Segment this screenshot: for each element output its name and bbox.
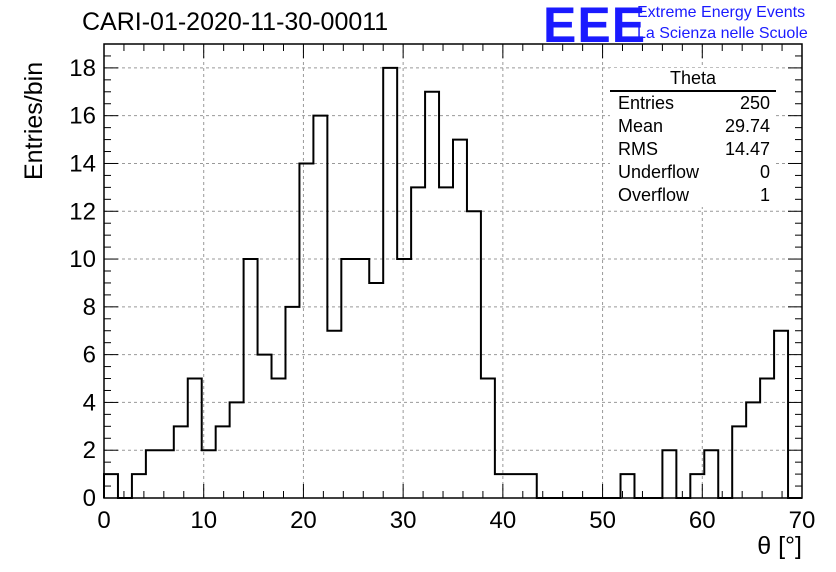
y-tick-label: 10 xyxy=(69,246,96,273)
histogram-bin xyxy=(509,474,523,498)
histogram-bin xyxy=(704,450,718,498)
x-tick-label: 40 xyxy=(490,507,517,534)
histogram-bin xyxy=(160,450,174,498)
histogram-bin xyxy=(299,163,313,498)
eee-logo: EEE xyxy=(543,0,647,53)
stats-value: 250 xyxy=(739,93,770,113)
histogram-bin xyxy=(746,402,760,498)
histogram-bin xyxy=(411,187,425,498)
stats-label: Mean xyxy=(618,116,664,136)
histogram-bin xyxy=(760,379,774,498)
y-tick-label: 14 xyxy=(69,150,96,177)
logo-subtitle-1: Extreme Energy Events xyxy=(637,4,806,21)
histogram-bin xyxy=(313,116,327,498)
histogram-bin xyxy=(146,450,160,498)
x-axis-label: θ [°] xyxy=(757,532,802,560)
axes xyxy=(103,43,803,499)
stats-row-underflow: Underflow 0 xyxy=(610,161,776,184)
histogram-bin xyxy=(495,474,509,498)
stats-title: Theta xyxy=(610,68,776,92)
histogram-bin xyxy=(662,450,676,498)
histogram-bin xyxy=(258,355,272,498)
histogram-bin xyxy=(327,331,341,498)
stats-label: Entries xyxy=(618,93,675,113)
x-tick-label: 50 xyxy=(589,507,616,534)
y-axis-label: Entries/bin xyxy=(20,61,48,180)
stats-box: Theta Entries 250 Mean 29.74 RMS 14.47 U… xyxy=(610,68,776,207)
y-tick-label: 16 xyxy=(69,103,96,130)
chart-title: CARI-01-2020-11-30-00011 xyxy=(82,8,389,36)
histogram-bin xyxy=(174,426,188,498)
stats-label: RMS xyxy=(618,139,658,159)
stats-label: Underflow xyxy=(618,162,700,182)
stats-label: Overflow xyxy=(618,185,690,205)
x-tick-label: 30 xyxy=(390,507,417,534)
logo-subtitle-2: La Scienza nelle Scuole xyxy=(637,25,808,42)
stats-row-overflow: Overflow 1 xyxy=(610,184,776,207)
stats-value: 1 xyxy=(759,185,770,205)
stats-row-rms: RMS 14.47 xyxy=(610,138,776,161)
histogram-bin xyxy=(188,379,202,498)
y-tick-label: 18 xyxy=(69,55,96,82)
y-tick-label: 2 xyxy=(83,437,96,464)
histogram-bin xyxy=(467,211,481,498)
stats-value: 29.74 xyxy=(724,116,770,136)
histogram-bin xyxy=(285,307,299,498)
y-tick-label: 0 xyxy=(83,485,96,512)
histogram-bin xyxy=(272,379,286,498)
x-tick-label: 10 xyxy=(190,507,217,534)
histogram-bin xyxy=(425,92,439,498)
stats-row-mean: Mean 29.74 xyxy=(610,115,776,138)
histogram-bin xyxy=(439,187,453,498)
histogram-bin xyxy=(523,474,537,498)
histogram-bin xyxy=(383,68,397,498)
y-tick-label: 4 xyxy=(83,389,96,416)
histogram-bin xyxy=(244,259,258,498)
grid-lines xyxy=(104,44,802,498)
histogram-bin xyxy=(369,283,383,498)
histogram-bin xyxy=(481,379,495,498)
histogram-bin xyxy=(216,426,230,498)
x-tick-label: 60 xyxy=(689,507,716,534)
histogram-bin xyxy=(774,331,788,498)
y-tick-label: 8 xyxy=(83,294,96,321)
stats-value: 14.47 xyxy=(724,139,770,159)
histogram-bin xyxy=(355,259,369,498)
x-axis-ticks: 0 10 20 30 40 50 60 70 xyxy=(97,507,815,534)
histogram-bin xyxy=(453,140,467,498)
histogram-series xyxy=(103,66,802,499)
stats-value: 0 xyxy=(759,162,770,182)
x-tick-label: 0 xyxy=(97,507,110,534)
y-tick-label: 6 xyxy=(83,342,96,369)
histogram-line xyxy=(103,66,802,499)
histogram-bin xyxy=(341,259,355,498)
y-axis-ticks: 0 2 4 6 8 10 12 14 16 18 xyxy=(69,55,96,512)
stats-row-entries: Entries 250 xyxy=(610,92,776,115)
x-tick-label: 20 xyxy=(290,507,317,534)
y-tick-label: 12 xyxy=(69,198,96,225)
x-tick-label: 70 xyxy=(789,507,816,534)
histogram-bin xyxy=(397,259,411,498)
histogram-bin xyxy=(230,402,244,498)
histogram-bin xyxy=(732,426,746,498)
